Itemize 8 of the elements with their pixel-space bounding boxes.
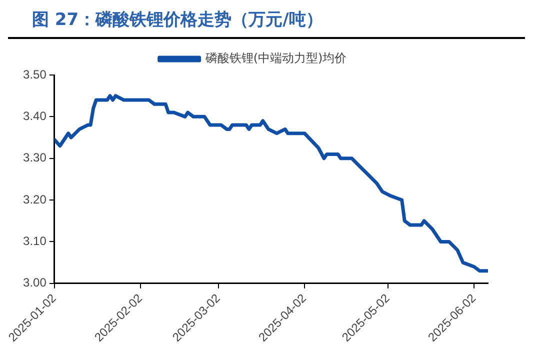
y-tick-label: 3.30 (23, 150, 47, 165)
y-tick-label: 3.40 (23, 108, 47, 123)
y-tick-label: 3.50 (23, 67, 47, 82)
y-tick-label: 3.20 (23, 192, 47, 206)
y-tick-label: 3.10 (23, 234, 47, 248)
chart-title: 图 27：磷酸铁锂价格走势（万元/吨） (8, 8, 525, 39)
legend-label: 磷酸铁锂(中端动力型)均价 (204, 51, 347, 66)
y-tick-label: 3.00 (23, 276, 47, 290)
